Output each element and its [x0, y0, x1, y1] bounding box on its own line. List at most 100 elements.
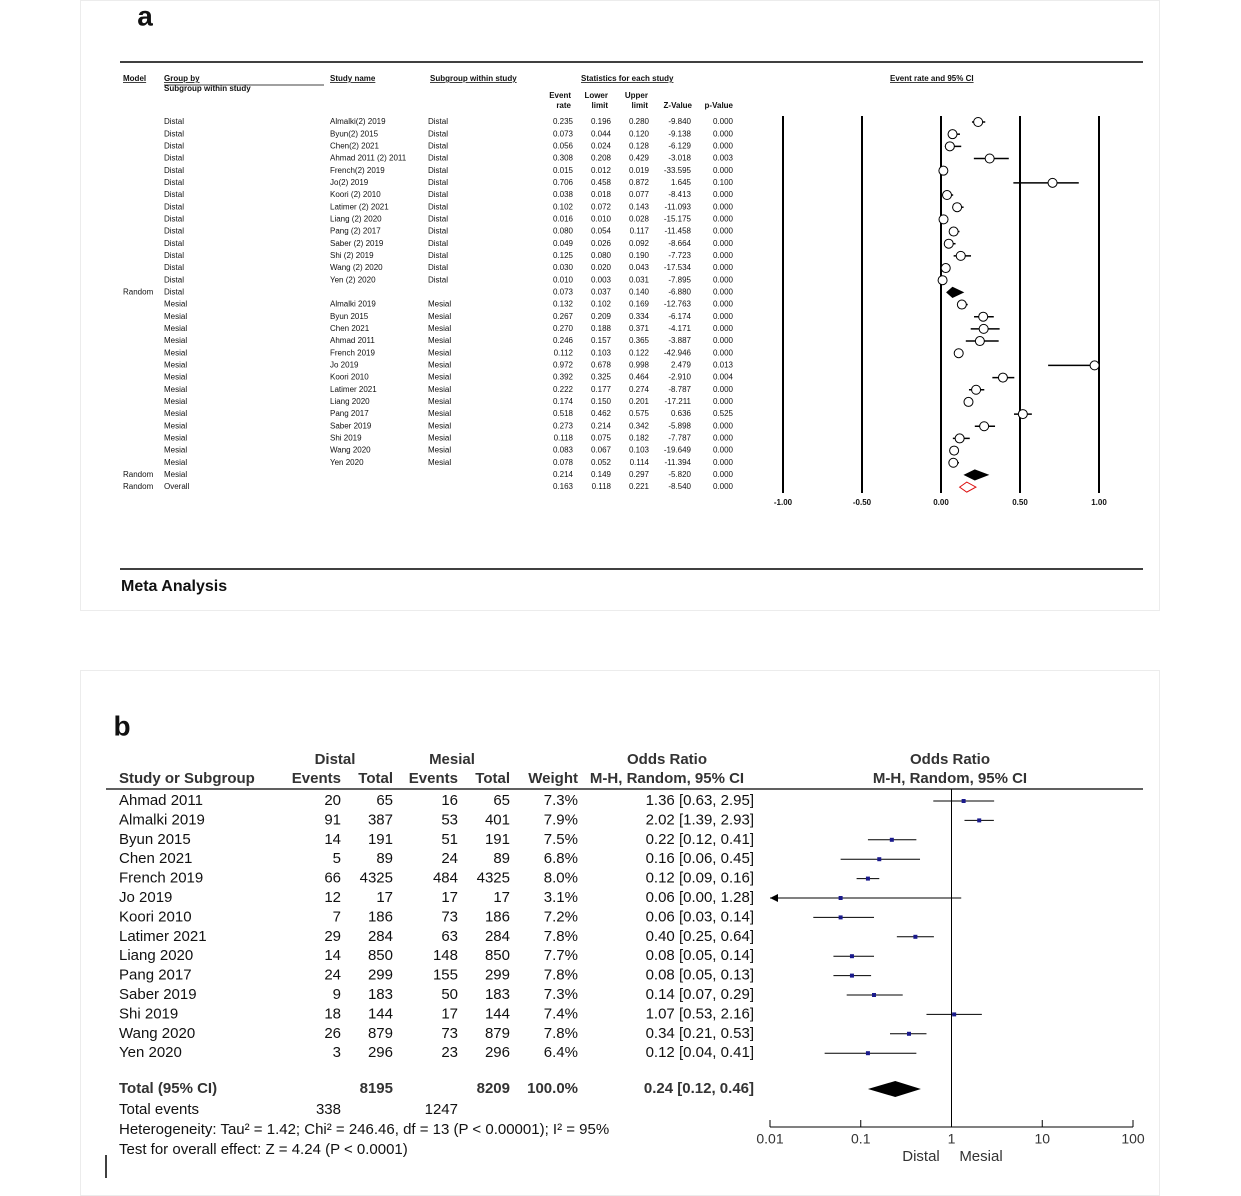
study-name: French 2019 — [119, 870, 203, 887]
subgroup: Distal — [428, 117, 448, 126]
lower-limit: 0.052 — [591, 458, 612, 467]
event-rate-point — [938, 214, 949, 225]
study-name: Jo 2019 — [119, 889, 172, 906]
subgroup: Mesial — [428, 348, 451, 357]
study-name: Koori (2) 2010 — [330, 190, 381, 199]
heterogeneity: Heterogeneity: Tau² = 1.42; Chi² = 246.4… — [119, 1121, 609, 1138]
event-rate: 0.078 — [553, 458, 574, 467]
weight: 7.3% — [544, 792, 578, 809]
group: Distal — [164, 287, 184, 296]
summary-diamond — [958, 481, 977, 493]
m-events: 23 — [441, 1044, 458, 1061]
total-events-label: Total events — [119, 1101, 199, 1118]
weight: 7.2% — [544, 908, 578, 925]
study-name: Wang 2020 — [119, 1025, 195, 1042]
p-value: 0.000 — [713, 421, 734, 430]
z-value: -5.898 — [668, 421, 691, 430]
p-value: 0.100 — [713, 178, 734, 187]
event-rate: 0.056 — [553, 141, 574, 150]
event-rate: 0.308 — [553, 154, 574, 163]
group: Mesial — [164, 348, 187, 357]
z-value: -6.880 — [668, 287, 691, 296]
d-total: 144 — [368, 1005, 393, 1022]
upper-limit: 0.122 — [629, 348, 650, 357]
upper-limit: 0.201 — [629, 397, 650, 406]
z-value: -19.649 — [664, 446, 692, 455]
or-ci: 1.36 [0.63, 2.95] — [646, 792, 754, 809]
lower-limit: 0.024 — [591, 141, 612, 150]
lower-limit: 0.044 — [591, 129, 612, 138]
p-value: 0.000 — [713, 129, 734, 138]
weight: 7.5% — [544, 831, 578, 848]
d-total: 191 — [368, 831, 393, 848]
study-name: Liang 2020 — [119, 947, 193, 964]
lower-limit: 0.214 — [591, 421, 612, 430]
lower-limit: 0.208 — [591, 154, 612, 163]
m-events: 51 — [441, 831, 458, 848]
z-value: -33.595 — [664, 166, 692, 175]
subgroup: Mesial — [428, 409, 451, 418]
z-value: 2.479 — [671, 361, 692, 370]
event-rate: 0.273 — [553, 421, 574, 430]
total-m-total: 8209 — [477, 1080, 510, 1097]
study-name: Jo 2019 — [330, 361, 359, 370]
d-events: 91 — [324, 811, 341, 828]
m-total: 183 — [485, 986, 510, 1003]
upper-limit: 0.342 — [629, 421, 650, 430]
group: Distal — [164, 227, 184, 236]
summary-diamond — [946, 286, 965, 298]
header: Model — [123, 74, 146, 83]
group: Mesial — [164, 312, 187, 321]
z-value: -7.895 — [668, 275, 691, 284]
d-total: 879 — [368, 1025, 393, 1042]
d-events: 66 — [324, 870, 341, 887]
group: Mesial — [164, 361, 187, 370]
event-rate: 0.270 — [553, 324, 574, 333]
z-value: -17.534 — [664, 263, 692, 272]
event-rate: 0.083 — [553, 446, 574, 455]
or-ci: 0.12 [0.09, 0.16] — [646, 870, 754, 887]
p-value: 0.013 — [713, 361, 734, 370]
d-total: 4325 — [360, 870, 393, 887]
or-ci: 0.06 [0.00, 1.28] — [646, 889, 754, 906]
m-events: 155 — [433, 967, 458, 984]
d-events: 26 — [324, 1025, 341, 1042]
event-rate-point — [978, 323, 989, 334]
m-total: 65 — [493, 792, 510, 809]
subgroup: Distal — [428, 263, 448, 272]
upper-limit: 0.043 — [629, 263, 650, 272]
upper-limit: 0.128 — [629, 141, 650, 150]
lower-limit: 0.196 — [591, 117, 612, 126]
group: Mesial — [164, 300, 187, 309]
odds-ratio-point — [838, 915, 843, 920]
lower-limit: 0.325 — [591, 373, 612, 382]
lower-limit: 0.010 — [591, 214, 612, 223]
weight: 7.3% — [544, 986, 578, 1003]
z-value: -12.763 — [664, 300, 692, 309]
lower-limit: 0.177 — [591, 385, 612, 394]
header: Lower — [584, 91, 608, 100]
p-value: 0.000 — [713, 312, 734, 321]
event-rate-point — [937, 275, 948, 286]
subgroup: Mesial — [428, 361, 451, 370]
or-ci: 0.16 [0.06, 0.45] — [646, 850, 754, 867]
lower-limit: 0.149 — [591, 470, 612, 479]
event-rate-point — [938, 165, 949, 176]
upper-limit: 0.182 — [629, 434, 650, 443]
event-rate: 0.132 — [553, 300, 574, 309]
event-rate: 0.112 — [554, 348, 574, 357]
panel-b-frame — [80, 670, 1160, 1196]
weight: 6.8% — [544, 850, 578, 867]
study-name: Pang 2017 — [330, 409, 369, 418]
odds-ratio-point — [865, 876, 870, 881]
model: Random — [123, 482, 154, 491]
p-value: 0.000 — [713, 385, 734, 394]
upper-limit: 0.297 — [629, 470, 650, 479]
z-value: -9.840 — [668, 117, 691, 126]
d-events: 24 — [324, 967, 341, 984]
study-name: Liang (2) 2020 — [330, 214, 382, 223]
odds-ratio-point — [952, 1012, 957, 1017]
z-value: -4.171 — [668, 324, 691, 333]
x-tick-label: 1 — [948, 1131, 956, 1147]
